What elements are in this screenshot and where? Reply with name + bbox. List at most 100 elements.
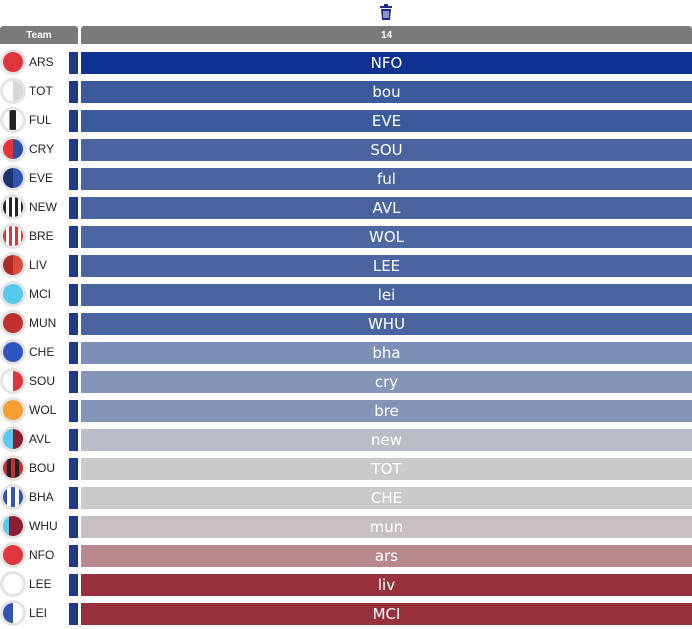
fixture-cell[interactable]: WOL bbox=[81, 226, 692, 248]
table-row: EVE ful bbox=[0, 165, 692, 194]
trash-icon[interactable] bbox=[379, 4, 393, 20]
gameweek-column-header[interactable]: 14 bbox=[81, 26, 692, 44]
fixture-cell[interactable]: TOT bbox=[81, 458, 692, 480]
team-badge-icon bbox=[0, 484, 26, 510]
team-abbreviation: EVE bbox=[29, 171, 54, 185]
fixture-cell[interactable]: bha bbox=[81, 342, 692, 364]
table-row: LEE liv bbox=[0, 571, 692, 600]
team-abbreviation: CHE bbox=[29, 345, 55, 359]
team-abbreviation: NEW bbox=[29, 200, 57, 214]
row-marker bbox=[69, 545, 78, 567]
team-kit-icon bbox=[3, 168, 23, 188]
team-abbreviation: TOT bbox=[29, 84, 53, 98]
team-kit-icon bbox=[3, 313, 23, 333]
team-badge-icon bbox=[0, 194, 26, 220]
row-marker bbox=[69, 400, 78, 422]
team-kit-icon bbox=[3, 284, 23, 304]
team-badge-icon bbox=[0, 426, 26, 452]
row-marker bbox=[69, 603, 78, 625]
team-kit-icon bbox=[3, 255, 23, 275]
row-marker bbox=[69, 139, 78, 161]
fixture-cell[interactable]: cry bbox=[81, 371, 692, 393]
table-row: NEW AVL bbox=[0, 194, 692, 223]
fixture-cell[interactable]: liv bbox=[81, 574, 692, 596]
table-row: NFO ars bbox=[0, 542, 692, 571]
row-marker bbox=[69, 371, 78, 393]
table-row: ARS NFO bbox=[0, 49, 692, 78]
team-kit-icon bbox=[3, 603, 23, 623]
fixture-cell[interactable]: NFO bbox=[81, 52, 692, 74]
table-row: AVL new bbox=[0, 426, 692, 455]
table-row: LEI MCI bbox=[0, 600, 692, 629]
row-marker bbox=[69, 313, 78, 335]
table-row: BRE WOL bbox=[0, 223, 692, 252]
team-abbreviation: LIV bbox=[29, 258, 48, 272]
team-kit-icon bbox=[3, 197, 23, 217]
team-badge-icon bbox=[0, 542, 26, 568]
team-abbreviation: BRE bbox=[29, 229, 54, 243]
fixture-cell[interactable]: LEE bbox=[81, 255, 692, 277]
fixture-cell[interactable]: ars bbox=[81, 545, 692, 567]
fixture-cell[interactable]: WHU bbox=[81, 313, 692, 335]
team-kit-icon bbox=[3, 516, 23, 536]
team-abbreviation: FUL bbox=[29, 113, 52, 127]
team-badge-icon bbox=[0, 136, 26, 162]
fixture-cell[interactable]: EVE bbox=[81, 110, 692, 132]
team-abbreviation: CRY bbox=[29, 142, 55, 156]
team-kit-icon bbox=[3, 487, 23, 507]
team-badge-icon bbox=[0, 107, 26, 133]
team-abbreviation: WOL bbox=[29, 403, 57, 417]
team-abbreviation: AVL bbox=[29, 432, 51, 446]
fixture-cell[interactable]: bou bbox=[81, 81, 692, 103]
table-row: LIV LEE bbox=[0, 252, 692, 281]
team-abbreviation: LEI bbox=[29, 606, 48, 620]
team-kit-icon bbox=[3, 110, 23, 130]
table-row: BOU TOT bbox=[0, 455, 692, 484]
table-row: SOU cry bbox=[0, 368, 692, 397]
team-badge-icon bbox=[0, 368, 26, 394]
row-marker bbox=[69, 197, 78, 219]
row-marker bbox=[69, 458, 78, 480]
team-kit-icon bbox=[3, 400, 23, 420]
fixture-cell[interactable]: bre bbox=[81, 400, 692, 422]
table-row: MCI lei bbox=[0, 281, 692, 310]
row-marker bbox=[69, 487, 78, 509]
team-column-header: Team bbox=[0, 26, 78, 44]
fixture-cell[interactable]: MCI bbox=[81, 603, 692, 625]
team-abbreviation: BOU bbox=[29, 461, 56, 475]
team-badge-icon bbox=[0, 223, 26, 249]
row-marker bbox=[69, 52, 78, 74]
team-abbreviation: MUN bbox=[29, 316, 57, 330]
row-marker bbox=[69, 81, 78, 103]
team-badge-icon bbox=[0, 78, 26, 104]
fixture-cell[interactable]: SOU bbox=[81, 139, 692, 161]
fixture-cell[interactable]: lei bbox=[81, 284, 692, 306]
row-marker bbox=[69, 574, 78, 596]
team-badge-icon bbox=[0, 571, 26, 597]
team-badge-icon bbox=[0, 281, 26, 307]
team-abbreviation: NFO bbox=[29, 548, 55, 562]
row-marker bbox=[69, 168, 78, 190]
fixture-cell[interactable]: mun bbox=[81, 516, 692, 538]
team-kit-icon bbox=[3, 81, 23, 101]
fixture-cell[interactable]: CHE bbox=[81, 487, 692, 509]
team-badge-icon bbox=[0, 600, 26, 626]
team-abbreviation: MCI bbox=[29, 287, 51, 301]
team-badge-icon bbox=[0, 513, 26, 539]
team-abbreviation: LEE bbox=[29, 577, 52, 591]
row-marker bbox=[69, 516, 78, 538]
team-abbreviation: SOU bbox=[29, 374, 56, 388]
row-marker bbox=[69, 284, 78, 306]
team-badge-icon bbox=[0, 397, 26, 423]
team-kit-icon bbox=[3, 52, 23, 72]
team-kit-icon bbox=[3, 139, 23, 159]
fixture-cell[interactable]: AVL bbox=[81, 197, 692, 219]
team-kit-icon bbox=[3, 371, 23, 391]
row-marker bbox=[69, 110, 78, 132]
fixture-cell[interactable]: new bbox=[81, 429, 692, 451]
fixture-cell[interactable]: ful bbox=[81, 168, 692, 190]
team-kit-icon bbox=[3, 545, 23, 565]
team-kit-icon bbox=[3, 458, 23, 478]
row-marker bbox=[69, 429, 78, 451]
row-marker bbox=[69, 342, 78, 364]
